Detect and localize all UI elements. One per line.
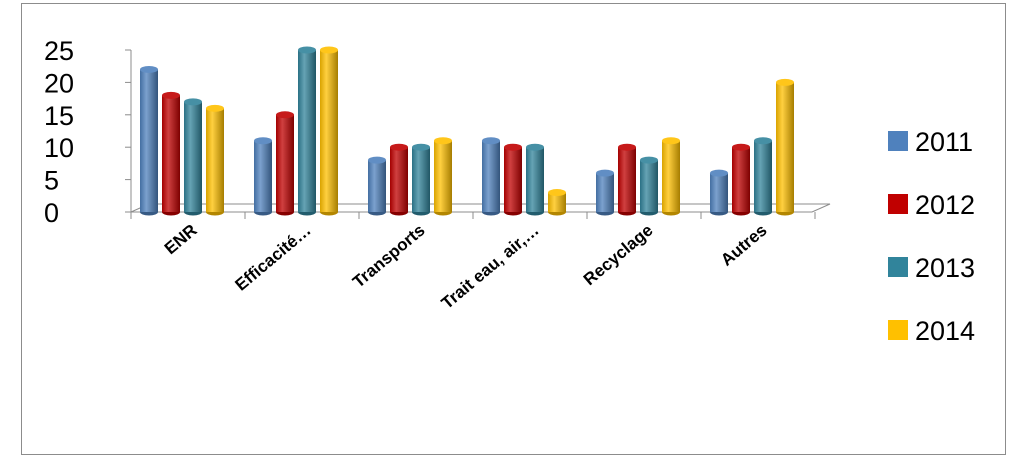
y-tick-label: 0 xyxy=(44,198,59,228)
bar-body xyxy=(184,101,202,212)
bar xyxy=(276,111,294,216)
legend-label: 2011 xyxy=(915,127,973,157)
legend-label: 2013 xyxy=(915,253,975,283)
bar-cap xyxy=(754,137,772,145)
bar-body xyxy=(776,82,794,213)
bar xyxy=(320,46,338,216)
bar xyxy=(434,137,452,216)
bar-cap xyxy=(368,156,386,164)
chart-frame xyxy=(21,3,1006,455)
bar xyxy=(412,143,430,216)
legend-swatch xyxy=(888,320,908,340)
bar-body xyxy=(596,173,614,212)
bar xyxy=(548,189,566,216)
x-category-label: ENR xyxy=(161,221,201,259)
bar-cap xyxy=(206,104,224,112)
bar-cap xyxy=(548,189,566,197)
bar-cap xyxy=(618,143,636,151)
bar xyxy=(526,143,544,216)
legend-label: 2012 xyxy=(915,190,975,220)
legend-label: 2014 xyxy=(915,316,975,346)
legend-swatch xyxy=(888,194,908,214)
bar-cap xyxy=(662,137,680,145)
bar-body xyxy=(320,50,338,212)
bar xyxy=(184,98,202,216)
bar xyxy=(254,137,272,216)
bar-cap xyxy=(276,111,294,119)
x-category-label: Efficacité… xyxy=(231,221,314,295)
bar-cap xyxy=(254,137,272,145)
y-tick-label: 15 xyxy=(44,101,74,131)
bar-body xyxy=(662,140,680,212)
bar-body xyxy=(732,147,750,212)
bar-body xyxy=(618,147,636,212)
bar-body xyxy=(504,147,522,212)
bar xyxy=(482,137,500,216)
bar-cap xyxy=(482,137,500,145)
bar-cap xyxy=(434,137,452,145)
legend-swatch xyxy=(888,257,908,277)
bar xyxy=(368,156,386,216)
bar xyxy=(596,169,614,216)
bar xyxy=(754,137,772,216)
bar-body xyxy=(482,140,500,212)
bar-cap xyxy=(390,143,408,151)
bar-body xyxy=(412,147,430,212)
bar-cap xyxy=(732,143,750,151)
x-category-label: Transports xyxy=(349,221,429,292)
bar xyxy=(710,169,728,216)
bar-cap xyxy=(640,156,658,164)
legend-swatch xyxy=(888,131,908,151)
bar-body xyxy=(526,147,544,212)
bar-cap xyxy=(596,169,614,177)
bar xyxy=(662,137,680,216)
bar xyxy=(140,65,158,216)
bar-body xyxy=(368,160,386,212)
x-category-label: Trait eau, air,… xyxy=(438,221,543,313)
y-tick-label: 10 xyxy=(44,133,74,163)
y-tick-label: 20 xyxy=(44,68,74,98)
bar xyxy=(298,46,316,216)
bar xyxy=(390,143,408,216)
y-tick-label: 25 xyxy=(44,36,74,66)
bar xyxy=(776,78,794,216)
bar-body xyxy=(710,173,728,212)
bar xyxy=(640,156,658,216)
bar-body xyxy=(206,108,224,212)
bar xyxy=(618,143,636,216)
bar-cap xyxy=(526,143,544,151)
bar-cap xyxy=(776,78,794,86)
bar-body xyxy=(548,192,566,212)
bar-body xyxy=(140,69,158,212)
bar xyxy=(162,91,180,216)
bar-cap xyxy=(184,98,202,106)
bar-body xyxy=(276,114,294,212)
bar-body xyxy=(754,140,772,212)
bar-cap xyxy=(140,65,158,73)
bar-cap xyxy=(162,91,180,99)
bar xyxy=(206,104,224,216)
bar-cap xyxy=(320,46,338,54)
bar-body xyxy=(434,140,452,212)
y-tick-label: 5 xyxy=(44,166,59,196)
bar-body xyxy=(390,147,408,212)
bar-cap xyxy=(298,46,316,54)
bar xyxy=(732,143,750,216)
bar-cap xyxy=(412,143,430,151)
bar-body xyxy=(254,140,272,212)
bar-cap xyxy=(710,169,728,177)
bar xyxy=(504,143,522,216)
x-category-label: Recyclage xyxy=(580,221,657,290)
x-category-label: Autres xyxy=(717,221,770,270)
bar-cap xyxy=(504,143,522,151)
bar-body xyxy=(298,50,316,212)
bar-body xyxy=(162,95,180,212)
bar-body xyxy=(640,160,658,212)
